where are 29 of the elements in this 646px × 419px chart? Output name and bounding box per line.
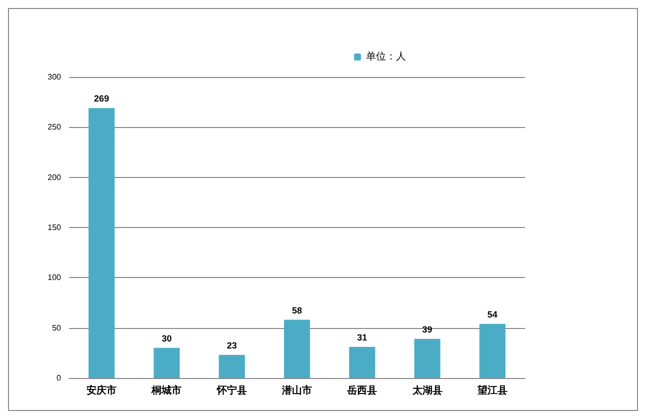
data-label: 30 [162,333,172,344]
x-tick-label: 岳西县 [346,384,378,396]
data-label: 54 [487,309,498,320]
data-label: 31 [357,332,368,342]
bar [479,324,506,378]
x-tick-label: 太湖县 [411,384,442,396]
bar [284,320,310,378]
bar [349,346,376,378]
bar [414,338,440,378]
y-tick-label: 250 [48,122,62,132]
y-tick-label: 200 [48,172,62,182]
y-tick-label: 100 [48,273,62,282]
y-tick-label: 150 [48,223,62,232]
x-tick-label: 桐城市 [150,384,182,396]
legend-label: 单位：人 [366,50,406,62]
bar [218,354,245,378]
data-label: 58 [292,305,302,316]
y-tick-label: 50 [52,323,62,332]
y-tick-label: 300 [48,72,62,82]
data-label: 269 [94,94,110,104]
data-label: 39 [422,324,432,334]
bar [88,108,115,378]
y-tick-label: 0 [56,374,62,382]
x-tick-label: 潜山市 [281,384,312,396]
x-tick-label: 怀宁县 [216,384,247,396]
bar [154,348,180,378]
data-label: 23 [226,340,237,350]
x-tick-label: 安庆市 [86,384,117,396]
x-tick-label: 望江县 [476,384,508,396]
